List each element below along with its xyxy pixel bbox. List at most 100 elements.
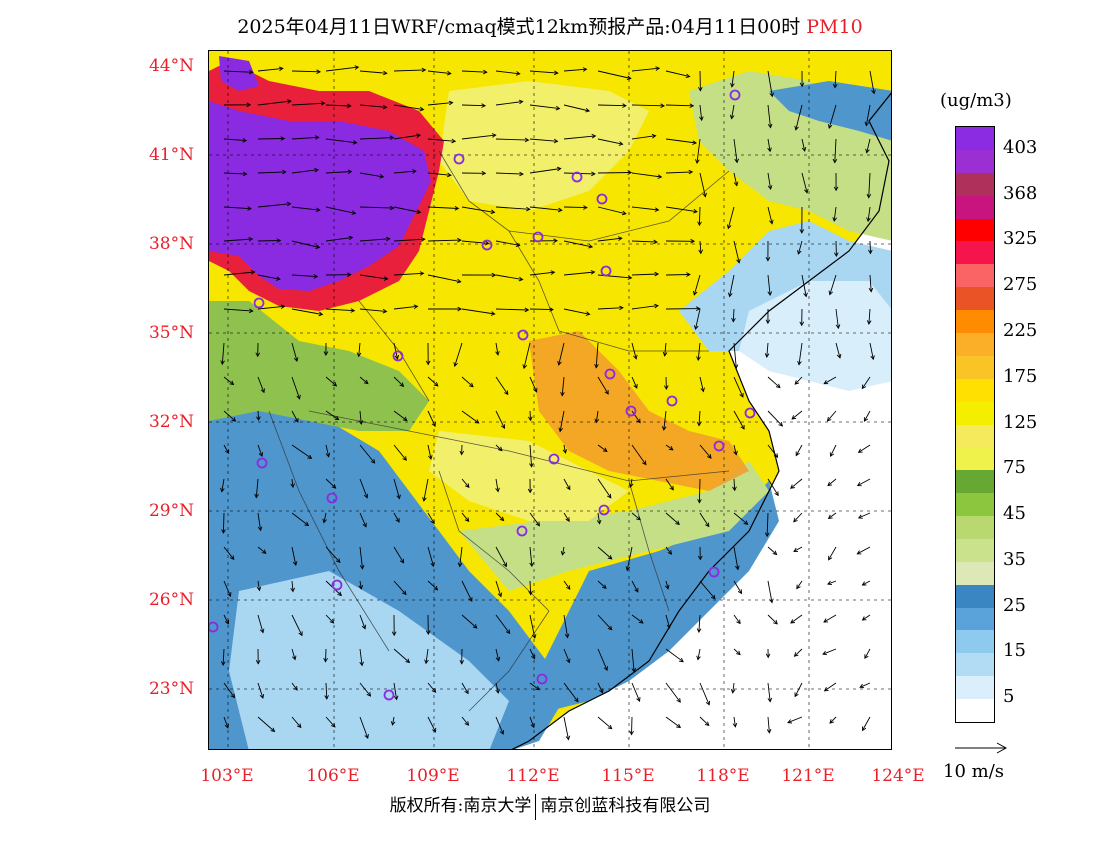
wind-arrow: [864, 410, 871, 422]
wind-arrow-head: [654, 207, 660, 212]
wind-arrow: [631, 172, 662, 178]
wind-arrow-head: [518, 276, 524, 282]
wind-arrow: [823, 614, 837, 623]
wind-arrow: [699, 376, 704, 392]
wind-arrow: [868, 172, 871, 198]
wind-arrow-head: [767, 147, 772, 153]
wind-arrow: [495, 648, 500, 661]
wind-arrow-head: [331, 722, 336, 728]
wind-arrow: [291, 169, 319, 174]
wind-arrow: [732, 682, 735, 693]
wind-arrow: [563, 512, 570, 522]
wind-arrow: [359, 206, 394, 209]
wind-arrow-head: [481, 103, 487, 108]
wind-arrow-head: [857, 448, 863, 453]
wind-arrow-head: [291, 655, 297, 661]
wind-arrow: [291, 614, 303, 636]
wind-arrow-head: [633, 354, 638, 360]
legend-swatch: [956, 653, 994, 677]
wind-arrow-head: [774, 491, 779, 497]
wind-arrow: [461, 512, 470, 522]
wind-arrow-head: [868, 287, 874, 293]
wind-arrow: [427, 444, 432, 460]
wind-arrow: [359, 682, 371, 697]
city-marker: [536, 673, 548, 685]
wind-arrow: [529, 648, 536, 659]
wind-arrow: [393, 648, 410, 663]
wind-arrow-head: [765, 319, 771, 325]
wind-arrow-head: [769, 92, 775, 98]
wind-arrow: [665, 716, 681, 728]
wind-arrow: [257, 512, 262, 531]
legend-swatch: [956, 149, 994, 174]
wind-arrow-head: [668, 446, 674, 451]
wind-arrow-head: [248, 236, 254, 242]
wind-arrow-head: [515, 242, 521, 248]
wind-arrow-head: [504, 390, 509, 396]
lon-label-118e: 118°E: [696, 766, 750, 786]
wind-arrow-head: [363, 493, 369, 499]
wind-arrow: [359, 70, 387, 74]
wind-arrow-head: [515, 71, 521, 76]
wind-arrow-head: [793, 547, 798, 552]
wind-arrow: [393, 580, 407, 595]
wind-arrow: [359, 546, 363, 569]
wind-arrow-head: [421, 237, 426, 242]
wind-arrow: [561, 376, 565, 396]
wind-arrow-head: [505, 629, 511, 635]
wind-arrow: [495, 138, 529, 141]
wind-arrow-head: [499, 516, 505, 522]
wind-arrow: [563, 580, 571, 590]
wind-arrow-head: [358, 585, 364, 590]
wind-arrow-head: [553, 238, 558, 243]
wind-arrow-head: [315, 207, 321, 213]
wind-arrow: [865, 104, 871, 126]
wind-arrow: [563, 206, 587, 209]
wind-arrow-head: [324, 695, 329, 700]
wind-arrow-head: [220, 360, 225, 366]
wind-arrow-head: [459, 659, 465, 665]
city-marker: [326, 492, 338, 504]
wind-arrow: [563, 308, 590, 315]
wind-arrow-head: [767, 123, 773, 129]
north-light-yellow: [439, 81, 649, 211]
wind-arrow: [727, 206, 735, 229]
wind-arrow: [563, 614, 569, 638]
wind-arrow-head: [464, 517, 470, 523]
wind-arrow: [223, 172, 247, 175]
wind-arrow-head: [797, 360, 802, 366]
wind-arrow: [223, 206, 252, 210]
wind-arrow: [495, 240, 520, 246]
legend-swatch: [956, 355, 994, 380]
wind-arrow: [325, 716, 336, 728]
wind-arrow: [794, 648, 803, 657]
wind-arrow: [869, 70, 875, 94]
wind-arrow-head: [553, 138, 559, 144]
wind-arrow-head: [769, 598, 774, 604]
wind-arrow: [862, 580, 871, 586]
wind-arrow-head: [704, 721, 710, 727]
wind-arrow: [392, 716, 395, 726]
wind-arrow-head: [335, 558, 341, 564]
wind-arrow-head: [307, 454, 313, 459]
wind-arrow: [461, 134, 496, 140]
wind-arrow: [868, 308, 871, 325]
wind-arrow: [563, 478, 571, 490]
city-marker: [532, 231, 544, 243]
wind-arrow-head: [676, 698, 681, 703]
wind-arrow-head: [430, 562, 435, 568]
wind-arrow: [393, 206, 421, 213]
wind-arrow-head: [778, 421, 784, 427]
wind-arrow-head: [686, 272, 691, 277]
wind-arrow: [828, 546, 837, 561]
city-marker: [453, 153, 465, 165]
wind-arrow-head: [242, 171, 248, 177]
wind-arrow-head: [474, 419, 480, 424]
wind-arrow: [597, 376, 609, 395]
wind-arrow: [529, 376, 538, 393]
wind-arrow-head: [627, 275, 633, 280]
wind-arrow: [665, 546, 672, 555]
wind-arrow-head: [220, 487, 225, 493]
coastal-green: [459, 461, 769, 591]
wind-arrow-head: [524, 307, 530, 313]
